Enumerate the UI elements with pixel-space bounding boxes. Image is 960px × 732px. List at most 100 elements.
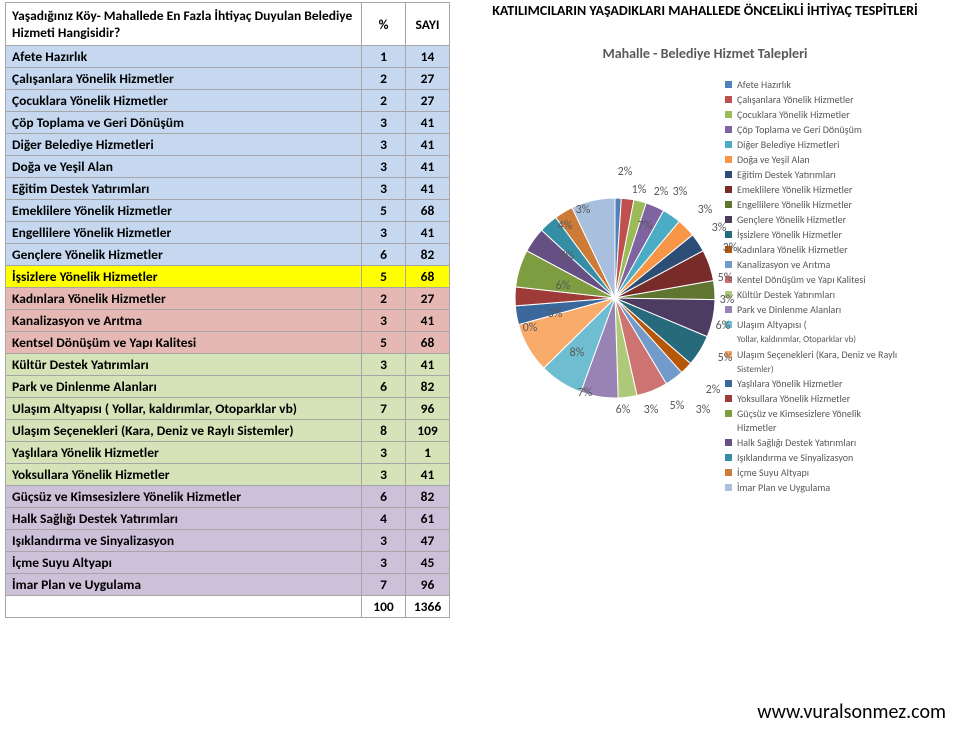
- pie-label: 3%: [548, 307, 563, 321]
- row-pct: 3: [362, 530, 406, 552]
- row-pct: 3: [362, 178, 406, 200]
- pie-label: 5%: [670, 399, 685, 413]
- legend-swatch: [725, 395, 732, 402]
- row-label: Ulaşım Altyapısı ( Yollar, kaldırımlar, …: [6, 398, 362, 420]
- row-count: 68: [406, 332, 450, 354]
- row-pct: 7: [362, 574, 406, 596]
- row-count: 41: [406, 464, 450, 486]
- legend-item: Işıklandırma ve Sinyalizasyon: [725, 451, 955, 465]
- legend-item: Güçsüz ve Kimsesizlere YönelikHizmetler: [725, 407, 955, 435]
- legend-swatch: [725, 484, 732, 491]
- row-label: Kanalizasyon ve Arıtma: [6, 310, 362, 332]
- pie-label: 3%: [698, 203, 713, 217]
- row-label: Yoksullara Yönelik Hizmetler: [6, 464, 362, 486]
- row-label: Kadınlara Yönelik Hizmetler: [6, 288, 362, 310]
- legend-label: Eğitim Destek Yatırımları: [737, 168, 955, 182]
- row-count: 41: [406, 222, 450, 244]
- table-row: Emeklilere Yönelik Hizmetler568: [6, 200, 450, 222]
- chart-title: KATILIMCILARIN YAŞADIKLARI MAHALLEDE ÖNC…: [455, 2, 955, 23]
- legend-label: İmar Plan ve Uygulama: [737, 481, 955, 495]
- table-header-question: Yaşadığınız Köy- Mahallede En Fazla İhti…: [6, 3, 362, 46]
- chart-subtitle: Mahalle - Belediye Hizmet Talepleri: [455, 45, 955, 62]
- table-panel: Yaşadığınız Köy- Mahallede En Fazla İhti…: [0, 0, 450, 732]
- row-label: Yaşlılara Yönelik Hizmetler: [6, 442, 362, 464]
- pie-label: 3%: [696, 403, 711, 417]
- table-row: Çöp Toplama ve Geri Dönüşüm341: [6, 112, 450, 134]
- table-row: İçme Suyu Altyapı345: [6, 552, 450, 574]
- row-count: 41: [406, 156, 450, 178]
- row-count: 41: [406, 134, 450, 156]
- legend-label: Çalışanlara Yönelik Hizmetler: [737, 93, 955, 107]
- col-pct: %: [362, 3, 406, 46]
- legend-item: Yaşlılara Yönelik Hizmetler: [725, 377, 955, 391]
- row-count: 82: [406, 486, 450, 508]
- legend-label: Afete Hazırlık: [737, 78, 955, 92]
- legend-swatch: [725, 141, 732, 148]
- table-row: Engellilere Yönelik Hizmetler341: [6, 222, 450, 244]
- pie-label: 2%: [706, 383, 721, 397]
- legend-swatch: [725, 439, 732, 446]
- row-pct: 3: [362, 310, 406, 332]
- pie-label: 3%: [723, 241, 738, 255]
- row-pct: 2: [362, 288, 406, 310]
- legend-label: Doğa ve Yeşil Alan: [737, 153, 955, 167]
- row-pct: 3: [362, 112, 406, 134]
- row-pct: 5: [362, 332, 406, 354]
- row-count: 41: [406, 310, 450, 332]
- table-row: İmar Plan ve Uygulama796: [6, 574, 450, 596]
- row-pct: 5: [362, 266, 406, 288]
- table-row: İşsizlere Yönelik Hizmetler568: [6, 266, 450, 288]
- row-count: 96: [406, 398, 450, 420]
- legend-swatch: [725, 156, 732, 163]
- legend-label: Kadınlara Yönelik Hizmetler: [737, 243, 955, 257]
- row-count: 27: [406, 90, 450, 112]
- legend-swatch: [725, 410, 732, 417]
- legend-swatch: [725, 186, 732, 193]
- legend-label: Gençlere Yönelik Hizmetler: [737, 213, 955, 227]
- pie-label: 7%: [638, 219, 653, 233]
- legend-label: Halk Sağlığı Destek Yatırımları: [737, 436, 955, 450]
- row-pct: 3: [362, 134, 406, 156]
- legend-item: Kentel Dönüşüm ve Yapı Kalitesi: [725, 273, 955, 287]
- row-count: 27: [406, 68, 450, 90]
- row-pct: 6: [362, 376, 406, 398]
- row-label: İçme Suyu Altyapı: [6, 552, 362, 574]
- legend-label: Diğer Belediye Hizmetleri: [737, 138, 955, 152]
- row-label: Işıklandırma ve Sinyalizasyon: [6, 530, 362, 552]
- legend-label: Ulaşım Altyapısı (Yollar, kaldırımlar, O…: [737, 318, 955, 347]
- row-label: Güçsüz ve Kimsesizlere Yönelik Hizmetler: [6, 486, 362, 508]
- row-count: 68: [406, 266, 450, 288]
- table-row: Çocuklara Yönelik Hizmetler227: [6, 90, 450, 112]
- row-pct: 3: [362, 552, 406, 574]
- row-count: 45: [406, 552, 450, 574]
- legend-swatch: [725, 469, 732, 476]
- row-count: 61: [406, 508, 450, 530]
- legend-label: Ulaşım Seçenekleri (Kara, Deniz ve Raylı…: [737, 348, 955, 377]
- row-label: Afete Hazırlık: [6, 46, 362, 68]
- table-row: Yaşlılara Yönelik Hizmetler31: [6, 442, 450, 464]
- legend-swatch: [725, 261, 732, 268]
- table-row: Ulaşım Seçenekleri (Kara, Deniz ve Raylı…: [6, 420, 450, 442]
- legend-label: Yaşlılara Yönelik Hizmetler: [737, 377, 955, 391]
- row-label: Emeklilere Yönelik Hizmetler: [6, 200, 362, 222]
- pie-chart: [455, 68, 725, 488]
- pie-label: 3%: [720, 293, 735, 307]
- pie-label: 6%: [716, 319, 731, 333]
- legend-item: Gençlere Yönelik Hizmetler: [725, 213, 955, 227]
- legend-swatch: [725, 81, 732, 88]
- row-count: 14: [406, 46, 450, 68]
- legend-label: Kentel Dönüşüm ve Yapı Kalitesi: [737, 273, 955, 287]
- legend-item: Eğitim Destek Yatırımları: [725, 168, 955, 182]
- row-pct: 3: [362, 464, 406, 486]
- legend-label: İşsizlere Yönelik Hizmetler: [737, 228, 955, 242]
- pie-label: 3%: [712, 221, 727, 235]
- chart-panel: KATILIMCILARIN YAŞADIKLARI MAHALLEDE ÖNC…: [450, 0, 960, 732]
- row-pct: 6: [362, 486, 406, 508]
- row-pct: 6: [362, 244, 406, 266]
- legend-label: Engellilere Yönelik Hizmetler: [737, 198, 955, 212]
- row-pct: 5: [362, 200, 406, 222]
- legend-item: Çalışanlara Yönelik Hizmetler: [725, 93, 955, 107]
- total-pct: 100: [362, 596, 406, 618]
- pie-label: 5%: [718, 271, 733, 285]
- table-row: Eğitim Destek Yatırımları341: [6, 178, 450, 200]
